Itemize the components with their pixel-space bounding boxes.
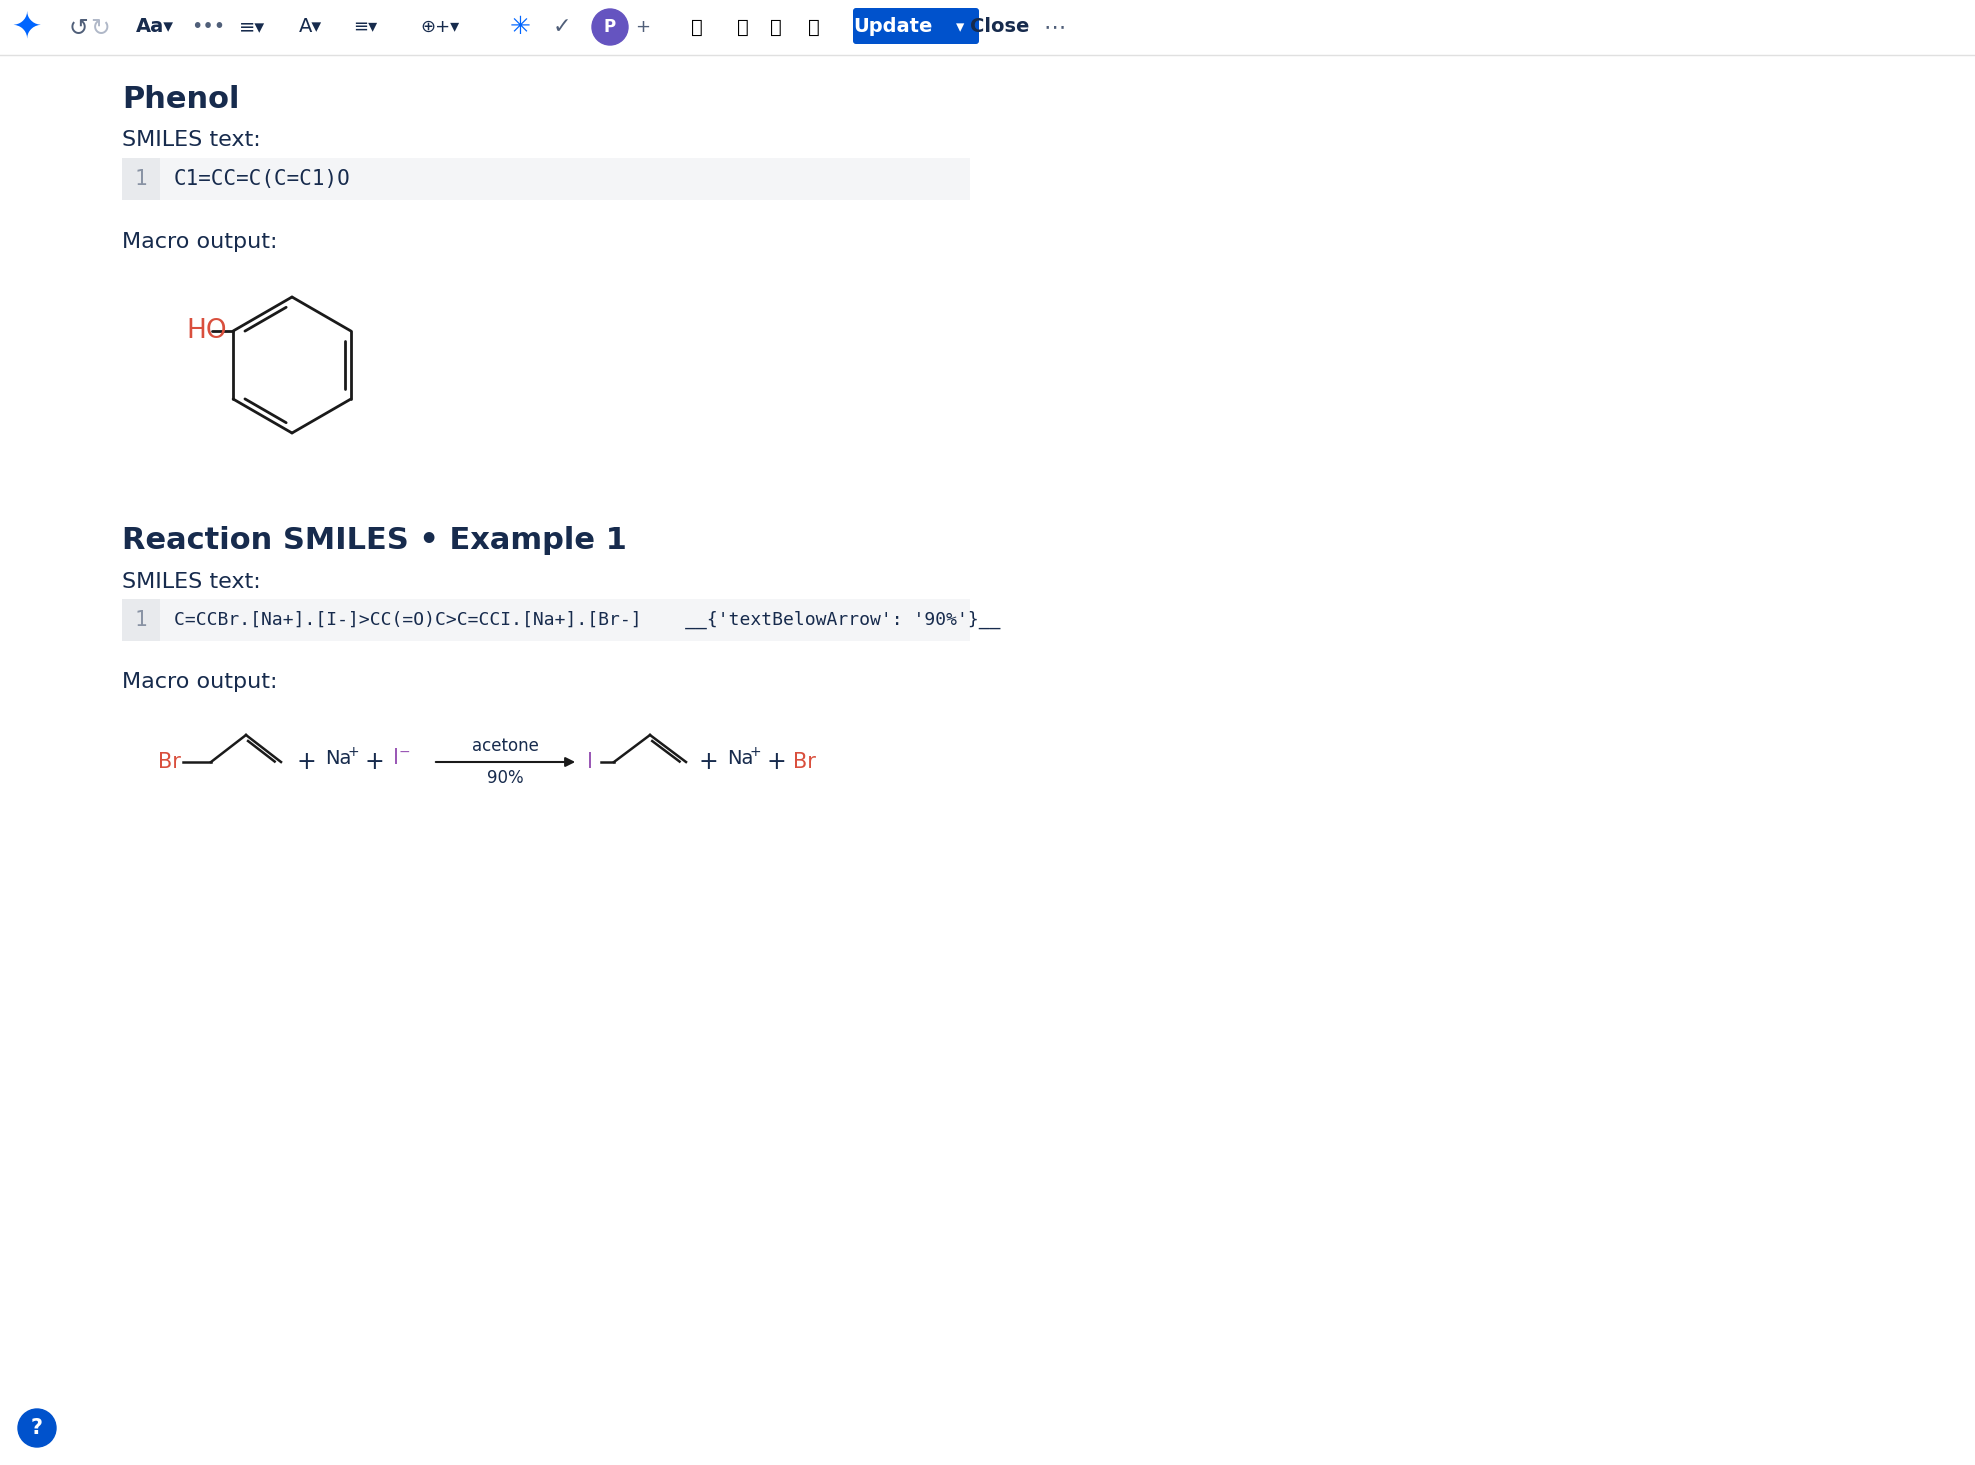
- Text: +: +: [348, 746, 359, 759]
- Text: +: +: [296, 750, 316, 774]
- FancyBboxPatch shape: [122, 599, 970, 642]
- Text: ⊕+▾: ⊕+▾: [421, 18, 460, 37]
- Text: ≡▾: ≡▾: [354, 18, 377, 37]
- Text: ↻: ↻: [91, 16, 111, 40]
- Text: +: +: [766, 750, 786, 774]
- Text: Br: Br: [792, 752, 816, 772]
- Text: SMILES text:: SMILES text:: [122, 571, 261, 592]
- Text: A▾: A▾: [298, 18, 322, 37]
- Text: SMILES text:: SMILES text:: [122, 130, 261, 149]
- Text: ↺: ↺: [67, 16, 87, 40]
- Text: 1: 1: [134, 609, 148, 630]
- Text: +: +: [636, 18, 650, 37]
- Text: Update: Update: [853, 18, 932, 37]
- Text: Macro output:: Macro output:: [122, 231, 278, 252]
- Text: +: +: [697, 750, 717, 774]
- Text: +: +: [749, 746, 760, 759]
- Text: •••: •••: [192, 18, 225, 37]
- Text: +: +: [363, 750, 383, 774]
- Text: I: I: [587, 752, 592, 772]
- Text: Macro output:: Macro output:: [122, 672, 278, 691]
- Text: Br: Br: [158, 752, 180, 772]
- Text: ≡▾: ≡▾: [239, 18, 265, 37]
- FancyBboxPatch shape: [122, 158, 970, 201]
- Text: 💬: 💬: [737, 18, 749, 37]
- Text: C1=CC=C(C=C1)O: C1=CC=C(C=C1)O: [174, 168, 352, 189]
- Text: Phenol: Phenol: [122, 85, 239, 114]
- Circle shape: [592, 9, 628, 45]
- Text: Aa▾: Aa▾: [136, 18, 174, 37]
- Text: Reaction SMILES • Example 1: Reaction SMILES • Example 1: [122, 526, 626, 555]
- FancyBboxPatch shape: [0, 0, 1975, 56]
- Text: I: I: [393, 749, 399, 768]
- Text: 1: 1: [134, 168, 148, 189]
- Text: ⋯: ⋯: [1045, 18, 1066, 37]
- Text: HO: HO: [186, 318, 227, 344]
- FancyBboxPatch shape: [853, 7, 946, 44]
- Text: 90%: 90%: [488, 769, 523, 787]
- FancyBboxPatch shape: [122, 599, 160, 642]
- Text: ✳: ✳: [510, 15, 531, 40]
- Text: 🔍: 🔍: [691, 18, 703, 37]
- Circle shape: [18, 1409, 55, 1447]
- Text: Na: Na: [727, 749, 752, 768]
- FancyBboxPatch shape: [940, 7, 980, 44]
- Text: ✓: ✓: [553, 18, 571, 37]
- Text: Close: Close: [970, 18, 1029, 37]
- Text: C=CCBr.[Na+].[I-]>CC(=O)C>C=CCI.[Na+].[Br-]    __{'textBelowArrow': '90%'}__: C=CCBr.[Na+].[I-]>CC(=O)C>C=CCI.[Na+].[B…: [174, 611, 1001, 628]
- Text: ?: ?: [32, 1418, 43, 1439]
- Text: acetone: acetone: [472, 737, 539, 754]
- Text: 🛡: 🛡: [770, 18, 782, 37]
- FancyBboxPatch shape: [122, 158, 160, 201]
- Text: P: P: [604, 18, 616, 37]
- Text: Na: Na: [324, 749, 352, 768]
- Text: 🔗: 🔗: [808, 18, 820, 37]
- Text: ▾: ▾: [956, 18, 964, 37]
- Text: −: −: [399, 746, 411, 759]
- Text: ✦: ✦: [12, 10, 41, 44]
